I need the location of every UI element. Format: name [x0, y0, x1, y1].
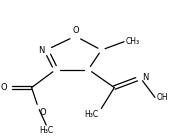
Text: O: O [1, 83, 7, 92]
Text: N: N [38, 46, 45, 54]
Text: CH₃: CH₃ [126, 37, 140, 46]
Text: OH: OH [157, 93, 168, 102]
Text: O: O [72, 26, 79, 35]
Text: N: N [142, 73, 148, 82]
Text: H₃C: H₃C [84, 110, 98, 119]
Text: O: O [40, 108, 46, 117]
Text: H₃C: H₃C [39, 126, 53, 136]
